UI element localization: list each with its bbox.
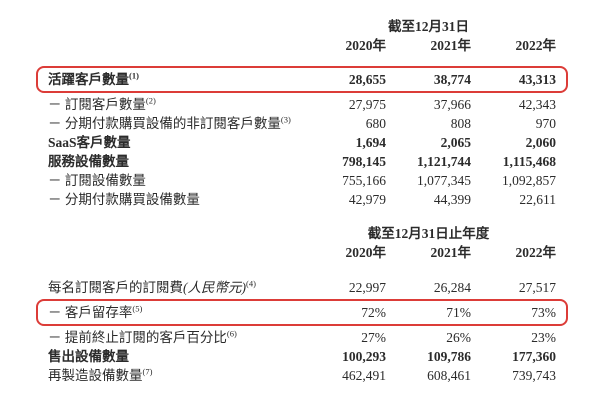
row-label-text: 活躍客戶數量: [48, 72, 129, 87]
table-row: 活躍客戶數量(1) 28,655 38,774 43,313: [48, 70, 556, 89]
row-label: SaaS客戶數量: [48, 133, 301, 152]
row-label-text: － 訂閱客戶數量: [48, 97, 146, 112]
row-value: 23%: [531, 330, 556, 345]
row-value: 808: [450, 116, 471, 131]
row-value: 2,065: [440, 135, 471, 150]
row-value: 42,343: [518, 97, 556, 112]
header-spacer: [48, 243, 301, 263]
row-label-text: 再製造設備數量: [48, 368, 143, 383]
year-column-header: 2022年: [515, 38, 557, 53]
table-row: － 訂閱設備數量 755,166 1,077,345 1,092,857: [48, 171, 556, 190]
row-label-text: SaaS客戶數量: [48, 135, 131, 150]
row-value: 22,611: [519, 192, 556, 207]
row-label: － 提前終止訂閱的客戶百分比(6): [48, 328, 301, 347]
row-value: 109,786: [427, 349, 471, 364]
table-body: 活躍客戶數量(1) 28,655 38,774 43,313 － 訂閱客戶數量(2) 27…: [36, 66, 568, 209]
footnote-marker: (5): [132, 303, 143, 314]
footnote-marker: (4): [246, 278, 256, 289]
row-label: 每名訂閱客戶的訂閱費(人民幣元)(4): [48, 278, 301, 297]
row-label-text: 每名訂閱客戶的訂閱費: [48, 280, 183, 295]
year-column-header: 2021年: [430, 38, 472, 53]
table-row: － 提前終止訂閱的客戶百分比(6) 27% 26% 23%: [48, 328, 556, 347]
row-value: 100,293: [342, 349, 386, 364]
row-value: 43,313: [518, 72, 556, 87]
row-value: 608,461: [427, 368, 471, 383]
highlight-box: 活躍客戶數量(1) 28,655 38,774 43,313: [36, 66, 568, 93]
row-label: 服務設備數量: [48, 152, 301, 171]
table-body: 每名訂閱客戶的訂閱費(人民幣元)(4) 22,997 26,284 27,517 － 客…: [36, 278, 568, 385]
year-column-header: 2020年: [345, 245, 387, 260]
row-value: 44,399: [433, 192, 471, 207]
row-label-text: － 分期付款購買設備的非訂閱客戶數量: [48, 116, 281, 131]
row-value: 1,092,857: [502, 173, 556, 188]
table-row: － 分期付款購買設備數量 42,979 44,399 22,611: [48, 190, 556, 209]
row-label-italic: (人民幣元): [183, 280, 246, 295]
table-row: － 訂閱客戶數量(2) 27,975 37,966 42,343: [48, 95, 556, 114]
row-value: 28,655: [348, 72, 386, 87]
row-label: 售出設備數量: [48, 347, 301, 366]
row-value: 27,975: [348, 97, 386, 112]
year-header-row: 2020年 2021年 2022年: [48, 243, 557, 263]
row-label-text: － 客戶留存率: [48, 305, 133, 320]
footnote-marker: (1): [129, 70, 139, 81]
row-value: 739,743: [512, 368, 556, 383]
row-label: － 訂閱設備數量: [48, 171, 301, 190]
table-row: 售出設備數量 100,293 109,786 177,360: [48, 347, 556, 366]
row-value: 798,145: [342, 154, 386, 169]
footnote-marker: (3): [280, 114, 291, 125]
row-value: 1,694: [355, 135, 386, 150]
row-label: － 分期付款購買設備的非訂閱客戶數量(3): [48, 114, 301, 133]
header-spacer: [48, 36, 301, 56]
row-value: 72%: [361, 305, 386, 320]
year-header-row: 2020年 2021年 2022年: [48, 36, 557, 56]
row-label-text: － 提前終止訂閱的客戶百分比: [48, 330, 227, 345]
period-header: 截至12月31日: [388, 19, 469, 34]
year-column-header: 2021年: [430, 245, 472, 260]
table-row: － 客戶留存率(5) 72% 71% 73%: [48, 303, 556, 322]
period-header: 截至12月31日止年度: [367, 226, 490, 241]
footnote-marker: (6): [226, 328, 237, 339]
customer-metrics-table: 截至12月31日 2020年 2021年 2022年 活躍客戶數量(1) 28,6…: [36, 17, 568, 209]
row-value: 37,966: [433, 97, 471, 112]
row-value: 755,166: [342, 173, 386, 188]
table-row: 每名訂閱客戶的訂閱費(人民幣元)(4) 22,997 26,284 27,517: [48, 278, 556, 297]
footnote-marker: (7): [142, 366, 153, 377]
footnote-marker: (2): [145, 95, 156, 106]
row-value: 38,774: [433, 72, 471, 87]
subscription-metrics-table: 截至12月31日止年度 2020年 2021年 2022年 每名訂閱客戶的訂閱費…: [36, 224, 568, 385]
row-value: 2,060: [525, 135, 556, 150]
table-row: － 分期付款購買設備的非訂閱客戶數量(3) 680 808 970: [48, 114, 556, 133]
table-row: 再製造設備數量(7) 462,491 608,461 739,743: [48, 366, 556, 385]
row-value: 680: [365, 116, 386, 131]
row-label-text: 服務設備數量: [48, 154, 129, 169]
row-value: 42,979: [348, 192, 386, 207]
row-value: 26,284: [433, 280, 471, 295]
row-value: 73%: [531, 305, 556, 320]
row-value: 177,360: [512, 349, 556, 364]
row-label: 活躍客戶數量(1): [48, 70, 301, 89]
row-value: 462,491: [342, 368, 386, 383]
row-value: 970: [535, 116, 556, 131]
row-value: 26%: [446, 330, 471, 345]
row-label-text: － 分期付款購買設備數量: [48, 192, 200, 207]
row-value: 1,115,468: [502, 154, 556, 169]
row-label-text: 售出設備數量: [48, 349, 129, 364]
row-label: － 客戶留存率(5): [48, 303, 301, 322]
row-label-text: － 訂閱設備數量: [48, 173, 146, 188]
table-row: SaaS客戶數量 1,694 2,065 2,060: [48, 133, 556, 152]
row-label: 再製造設備數量(7): [48, 366, 301, 385]
row-value: 27,517: [518, 280, 556, 295]
row-value: 22,997: [348, 280, 386, 295]
year-column-header: 2022年: [515, 245, 557, 260]
row-value: 27%: [361, 330, 386, 345]
year-column-header: 2020年: [345, 38, 387, 53]
row-label: － 分期付款購買設備數量: [48, 190, 301, 209]
row-value: 1,077,345: [417, 173, 471, 188]
highlight-box: － 客戶留存率(5) 72% 71% 73%: [36, 299, 568, 326]
table-row: 服務設備數量 798,145 1,121,744 1,115,468: [48, 152, 556, 171]
row-value: 71%: [446, 305, 471, 320]
row-value: 1,121,744: [417, 154, 471, 169]
row-label: － 訂閱客戶數量(2): [48, 95, 301, 114]
